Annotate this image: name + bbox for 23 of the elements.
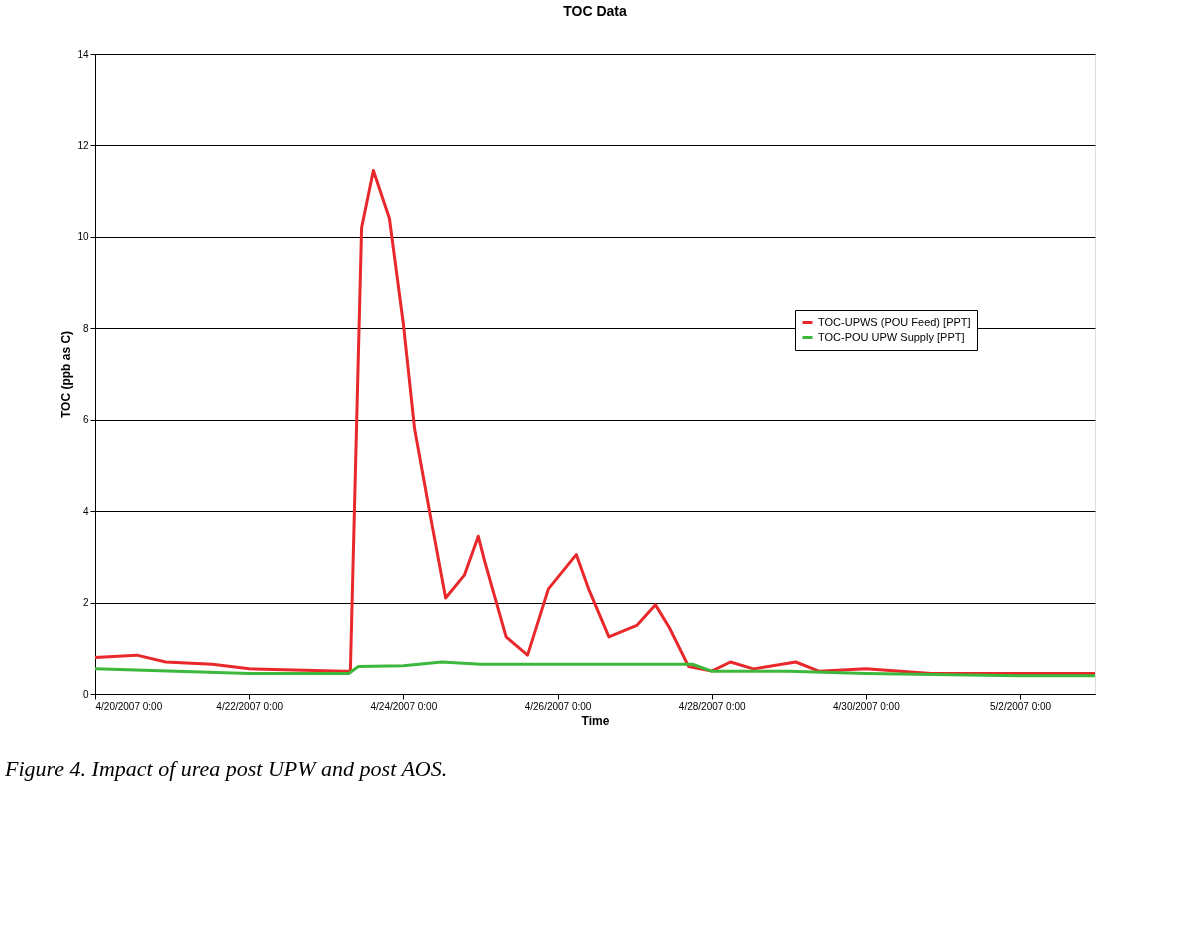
y-tick-label: 12 — [77, 139, 89, 151]
x-tick-label: 4/24/2007 0:00 — [370, 700, 438, 712]
x-axis-title: Time — [581, 713, 610, 728]
chart-title: TOC Data — [563, 3, 627, 19]
x-tick-label: 4/30/2007 0:00 — [833, 700, 901, 712]
x-tick-label: 4/28/2007 0:00 — [678, 700, 746, 712]
line-series — [93, 660, 1097, 678]
y-tick-label: 6 — [82, 414, 89, 426]
y-tick-label: 8 — [82, 322, 89, 334]
y-tick-label: 2 — [82, 597, 89, 609]
x-tick-label: 4/22/2007 0:00 — [216, 700, 284, 712]
y-axis-title: TOC (ppb as C) — [59, 330, 74, 419]
x-tick-label: 4/26/2007 0:00 — [524, 700, 592, 712]
legend-label: TOC-UPWS (POU Feed) [PPT] — [818, 315, 971, 328]
caption: Figure 4. Impact of urea post UPW and post AOS. — [4, 756, 448, 781]
line-series — [93, 169, 1097, 675]
y-tick-label: 14 — [77, 48, 89, 60]
legend-label: TOC-POU UPW Supply [PPT] — [818, 330, 965, 343]
y-tick-label: 0 — [82, 688, 89, 700]
x-tick-label: 4/20/2007 0:00 — [95, 700, 163, 712]
y-tick-label: 4 — [82, 505, 89, 517]
x-tick-label: 5/2/2007 0:00 — [989, 700, 1052, 712]
y-tick-label: 10 — [77, 231, 89, 243]
